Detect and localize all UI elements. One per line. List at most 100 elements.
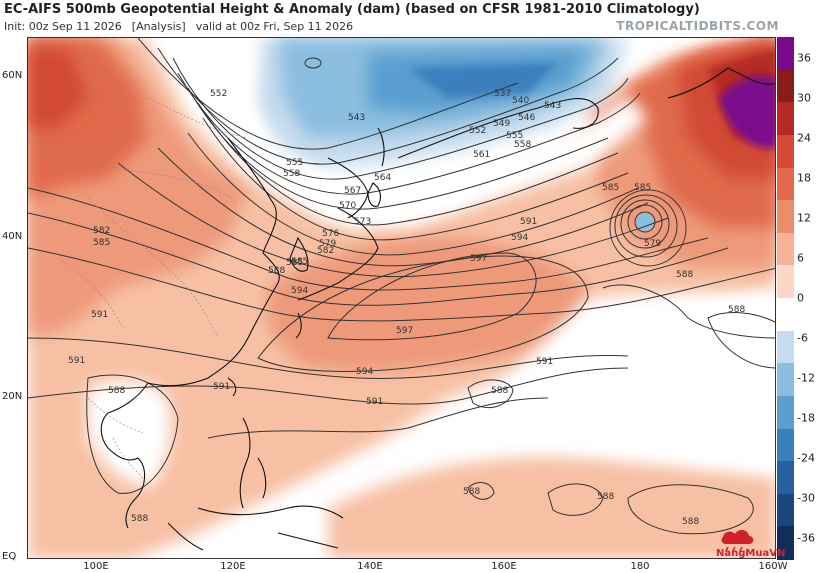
contour-label: 546 (518, 113, 535, 123)
lat-label-20n: 20N (2, 391, 23, 402)
anomaly-shading (28, 38, 775, 558)
height-contours (28, 38, 775, 535)
contour-label: 594 (511, 233, 528, 243)
lat-label-eq: EQ (2, 551, 17, 562)
colorbar-label: 18 (797, 171, 811, 185)
contour-label: 594 (291, 286, 308, 296)
lon-label-120e: 120E (220, 561, 246, 572)
coastlines (100, 67, 775, 551)
contour-label: 552 (210, 89, 227, 99)
colorbar-segment (777, 363, 794, 397)
colorbar-label: 12 (797, 211, 811, 225)
contour-label: 591 (520, 217, 537, 227)
colorbar-segment (777, 395, 794, 429)
contour-label: 549 (493, 119, 510, 129)
contour-label: 555 (506, 131, 523, 141)
contour-label: 582 (93, 226, 110, 236)
contour-label: 585 (634, 183, 651, 193)
colorbar-segment (777, 493, 794, 527)
source-watermark: TROPICALTIDBITS.COM (616, 19, 779, 33)
lon-label-140e: 140E (357, 561, 383, 572)
nangmuavn-logo (721, 530, 754, 552)
colorbar-label: -36 (797, 531, 815, 545)
map-svg: 552 543 555 558 537 540 546 543 549 552 … (28, 38, 775, 558)
lon-label-180: 180 (630, 561, 650, 572)
contour-label: 591 (213, 382, 230, 392)
analysis-tag: [Analysis] (131, 20, 186, 33)
contour-label: 588 (131, 514, 148, 524)
colorbar-segment (777, 265, 794, 299)
contour-label: 588 (463, 487, 480, 497)
contour-label: 588 (597, 492, 614, 502)
contour-label: 591 (91, 310, 108, 320)
lat-label-60n: 60N (2, 70, 23, 81)
map-subtitle: Init: 00z Sep 11 2026 [Analysis] valid at … (4, 20, 353, 33)
contour-label: 537 (494, 89, 511, 99)
colorbar-label: -6 (797, 331, 808, 345)
contour-label: 597 (396, 326, 413, 336)
colorbar-segment (777, 298, 794, 332)
contour-label: 558 (283, 169, 300, 179)
contour-label: 558 (514, 140, 531, 150)
map-panel: 552 543 555 558 537 540 546 543 549 552 … (27, 37, 776, 559)
contour-label: 561 (473, 150, 490, 160)
anomaly-colorbar (777, 37, 794, 560)
contour-label: 582 (317, 246, 334, 256)
lat-label-40n: 40N (2, 231, 23, 242)
colorbar-label: -18 (797, 411, 815, 425)
contour-label: 588 (676, 270, 693, 280)
contour-label: 585 (93, 238, 110, 248)
colorbar-label: 0 (797, 291, 804, 305)
contour-label: 585 (286, 258, 303, 268)
colorbar-label: -24 (797, 451, 815, 465)
colorbar-segment (777, 37, 794, 71)
contour-label: 585 (602, 183, 619, 193)
colorbar-segment (777, 526, 794, 560)
contour-label: 591 (366, 397, 383, 407)
borders (28, 97, 249, 479)
contour-label: 567 (344, 186, 361, 196)
contour-label: 585 (291, 257, 308, 267)
lon-label-160w: 160W (758, 561, 788, 572)
lon-label-160e: 160E (491, 561, 517, 572)
contour-label-layer: 552 543 555 558 537 540 546 543 549 552 … (68, 89, 745, 527)
colorbar-segment (777, 428, 794, 462)
contour-label: 579 (644, 239, 661, 249)
contour-label: 552 (469, 126, 486, 136)
lon-label-100e: 100E (83, 561, 109, 572)
contour-label: 588 (682, 517, 699, 527)
colorbar-segment (777, 330, 794, 364)
colorbar-label: 30 (797, 91, 811, 105)
logo-text: NangMuaVN (716, 548, 786, 559)
contour-label: 594 (356, 367, 373, 377)
colorbar-segment (777, 200, 794, 234)
contour-label: 591 (68, 356, 85, 366)
contour-label: 555 (286, 158, 303, 168)
contour-label: 570 (339, 201, 356, 211)
contour-label: 588 (268, 266, 285, 276)
colorbar-segment (777, 461, 794, 495)
contour-label: 576 (322, 229, 339, 239)
colorbar-label: -12 (797, 371, 815, 385)
contour-label: 597 (470, 254, 487, 264)
colorbar-label: -30 (797, 491, 815, 505)
contour-label: 540 (512, 96, 529, 106)
valid-time: valid at 00z Fri, Sep 11 2026 (195, 20, 354, 33)
contour-label: 579 (319, 239, 336, 249)
colorbar-segment (777, 232, 794, 266)
contour-label: 591 (536, 357, 553, 367)
contour-label: 564 (374, 173, 391, 183)
contour-label: 543 (544, 101, 561, 111)
colorbar-segment (777, 102, 794, 136)
contour-label: 588 (728, 305, 745, 315)
colorbar-label: 24 (797, 131, 811, 145)
init-time: Init: 00z Sep 11 2026 (4, 20, 122, 33)
colorbar-segment (777, 69, 794, 103)
colorbar-label: 6 (797, 251, 804, 265)
contour-label: 543 (348, 113, 365, 123)
contour-label: 573 (354, 217, 371, 227)
map-title: EC-AIFS 500mb Geopotential Height & Anom… (4, 2, 700, 17)
colorbar-label: 36 (797, 51, 811, 65)
colorbar-segment (777, 134, 794, 168)
contour-label: 588 (491, 386, 508, 396)
